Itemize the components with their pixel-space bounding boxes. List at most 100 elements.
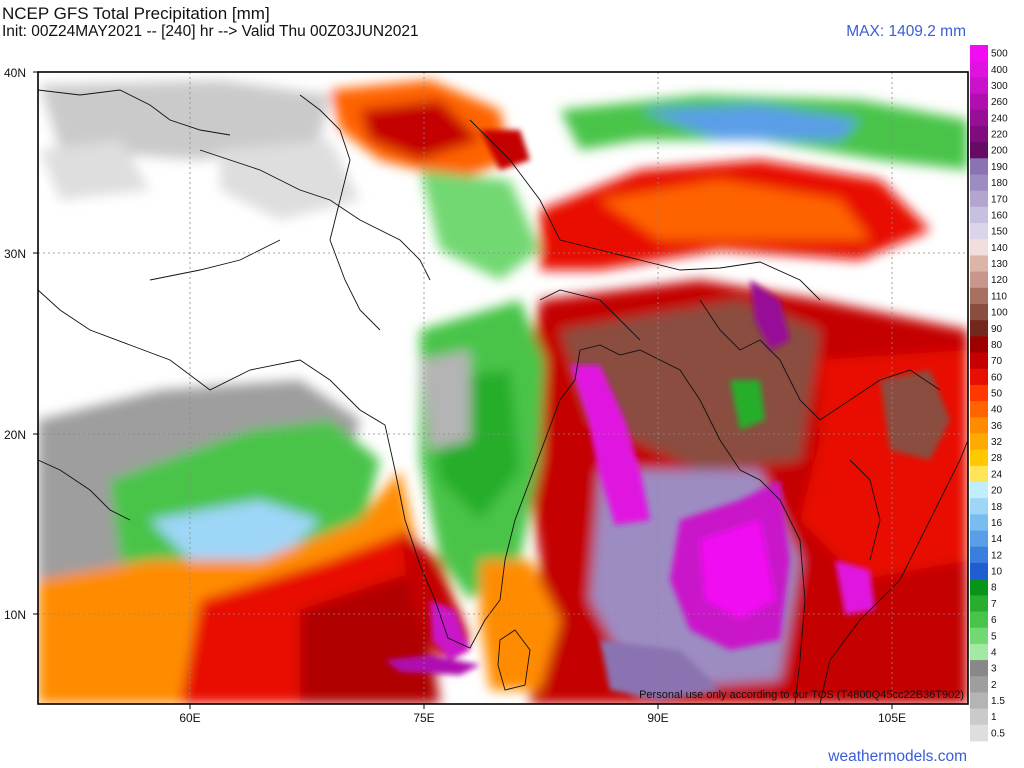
graticule <box>38 72 968 704</box>
colorbar-label: 1 <box>991 712 997 723</box>
lat-label-30n: 30N <box>4 247 26 261</box>
init-valid-line: Init: 00Z24MAY2021 -- [240] hr --> Valid… <box>2 23 419 40</box>
colorbar-label: 40 <box>991 405 1003 416</box>
colorbar-label: 220 <box>991 130 1008 141</box>
colorbar-label: 150 <box>991 227 1008 238</box>
colorbar-swatch <box>970 433 988 451</box>
colorbar-swatch <box>970 498 988 515</box>
colorbar-swatch <box>970 287 988 305</box>
colorbar-label: 18 <box>991 502 1003 513</box>
colorbar-label: 70 <box>991 356 1003 367</box>
colorbar-label: 260 <box>991 97 1008 108</box>
lon-label-90e: 90E <box>647 711 668 725</box>
colorbar-swatch <box>970 546 988 564</box>
colorbar-label: 110 <box>991 291 1007 302</box>
colorbar-swatch <box>970 611 988 629</box>
colorbar-swatch <box>970 562 988 580</box>
colorbar-swatch <box>970 142 988 159</box>
colorbar-label: 3 <box>991 664 997 675</box>
colorbar-label: 60 <box>991 372 1003 383</box>
colorbar-label: 1.5 <box>991 696 1005 707</box>
colorbar-swatch <box>970 482 988 499</box>
colorbar-swatch <box>970 77 988 94</box>
colorbar-label: 10 <box>991 567 1003 578</box>
colorbar-swatch <box>970 239 988 256</box>
colorbar-swatch <box>970 255 988 273</box>
colorbar-label: 140 <box>991 243 1008 254</box>
colorbar-swatch <box>970 93 988 111</box>
colorbar-swatch <box>970 320 988 337</box>
colorbar-swatch <box>970 206 988 224</box>
colorbar-label: 400 <box>991 65 1008 76</box>
colorbar-label: 500 <box>991 49 1008 60</box>
colorbar-label: 12 <box>991 550 1003 561</box>
colorbar-label: 14 <box>991 534 1003 545</box>
colorbar-label: 80 <box>991 340 1003 351</box>
colorbar-label: 32 <box>991 437 1003 448</box>
colorbar-swatch <box>970 401 988 418</box>
colorbar-swatch <box>970 384 988 402</box>
colorbar-swatch <box>970 303 988 321</box>
map-title: NCEP GFS Total Precipitation [mm] <box>2 4 270 23</box>
colorbar-label: 190 <box>991 162 1008 173</box>
colorbar-swatch <box>970 368 988 386</box>
colorbar-label: 160 <box>991 210 1008 221</box>
lon-label-105e: 105E <box>878 711 906 725</box>
colorbar-swatch <box>970 190 988 208</box>
colorbar-swatch <box>970 579 988 596</box>
colorbar-label: 6 <box>991 615 997 626</box>
lon-label-60e: 60E <box>179 711 200 725</box>
colorbar-swatch <box>970 660 988 677</box>
colorbar-label: 120 <box>991 275 1008 286</box>
colorbar-label: 2 <box>991 680 997 691</box>
colorbar-swatch <box>970 61 988 78</box>
colorbar-swatch <box>970 465 988 483</box>
colorbar-label: 8 <box>991 583 997 594</box>
colorbar-swatch <box>970 336 988 353</box>
map-frame <box>37 71 969 705</box>
colorbar-label: 300 <box>991 81 1008 92</box>
colorbar-swatch <box>970 109 988 127</box>
colorbar-swatch <box>970 223 988 240</box>
colorbar-swatch <box>970 449 988 467</box>
colorbar-swatch <box>970 643 988 661</box>
colorbar-label: 180 <box>991 178 1008 189</box>
colorbar-swatch <box>970 595 988 612</box>
colorbar-swatch <box>970 45 988 62</box>
colorbar-swatch <box>970 271 988 289</box>
colorbar-swatch <box>970 708 988 726</box>
colorbar-label: 90 <box>991 324 1003 335</box>
colorbar-swatch <box>970 125 988 143</box>
lat-label-20n: 20N <box>4 428 26 442</box>
colorbar-label: 200 <box>991 146 1008 157</box>
colorbar-label: 130 <box>991 259 1008 270</box>
colorbar-label: 100 <box>991 308 1008 319</box>
precip-field <box>38 72 968 704</box>
site-footer[interactable]: weathermodels.com <box>828 748 967 765</box>
colorbar-swatch <box>970 676 988 693</box>
colorbar-label: 4 <box>991 647 997 658</box>
colorbar-swatch <box>970 724 988 742</box>
colorbar-label: 7 <box>991 599 997 610</box>
colorbar-swatch <box>970 530 988 548</box>
colorbar-label: 240 <box>991 113 1008 124</box>
lat-label-40n: 40N <box>4 66 26 80</box>
colorbar-label: 24 <box>991 469 1003 480</box>
colorbar-swatch <box>970 514 988 531</box>
colorbar-swatch <box>970 174 988 192</box>
tos-credit: Personal use only according to our TOS (… <box>639 689 964 701</box>
colorbar-label: 16 <box>991 518 1003 529</box>
colorbar-label: 20 <box>991 486 1003 497</box>
lon-label-75e: 75E <box>413 711 434 725</box>
colorbar-label: 5 <box>991 631 997 642</box>
colorbar-swatch <box>970 692 988 710</box>
colorbar-label: 36 <box>991 421 1003 432</box>
max-precip-label: MAX: 1409.2 mm <box>846 23 966 40</box>
colorbar-swatch <box>970 352 988 370</box>
colorbar-label: 50 <box>991 389 1003 400</box>
colorbar-label: 170 <box>991 194 1008 205</box>
colorbar-label: 0.5 <box>991 728 1005 739</box>
colorbar-swatch <box>970 417 988 434</box>
colorbar-swatch <box>970 627 988 645</box>
